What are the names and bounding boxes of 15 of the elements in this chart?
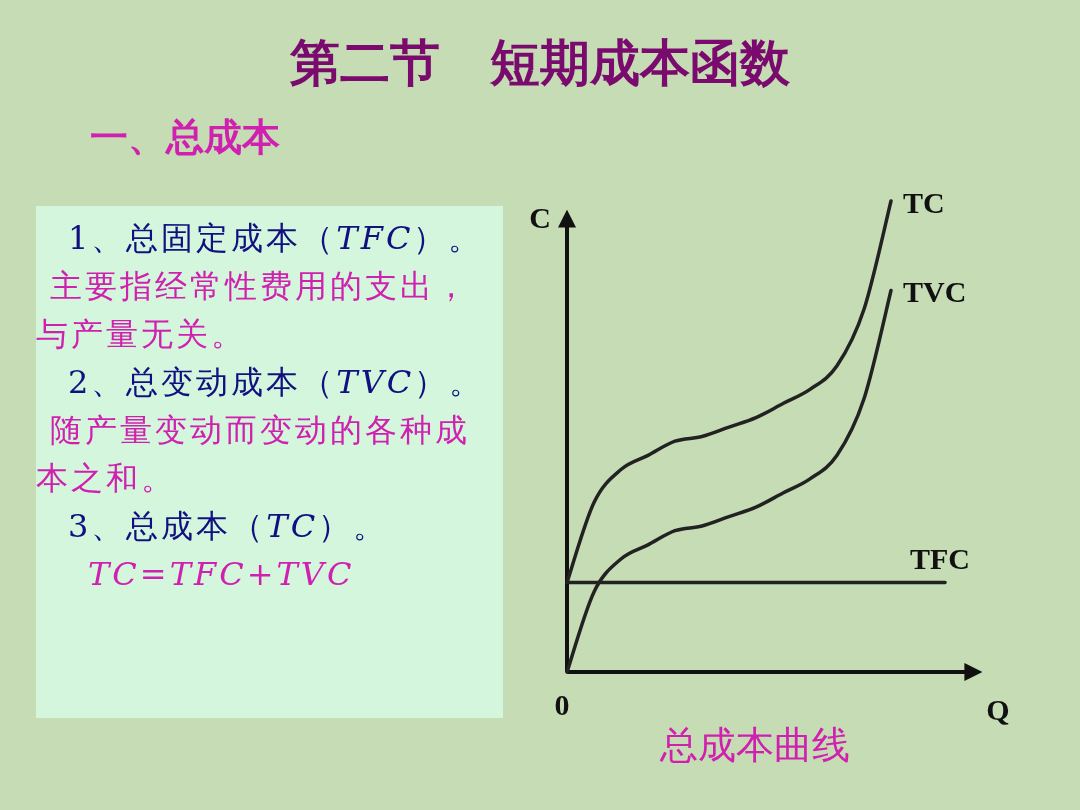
chart-title: 第二节 短期成本函数 [289,33,791,94]
text: 主要指经常性费用的支出，与产量无关。 [36,266,471,355]
text: 1、总固定成本（TFC）。 [67,218,485,259]
series-label: TC [903,186,945,219]
text: 总成本曲线 [660,722,850,769]
text: 3、总成本（TC）。 [67,506,390,547]
x-axis-title: Q [986,693,1010,726]
text: 一、总成本 [90,114,280,161]
series-label: TVC [903,275,967,309]
text: 随产量变动而变动的各种成本之和。 [36,410,471,499]
text: 2、总变动成本（TVC）。 [67,362,486,403]
text: 0 [554,688,570,721]
series-label: TFC [910,541,970,575]
y-axis-title: C [529,201,551,234]
text: TC=TFC+TVC [88,555,355,593]
